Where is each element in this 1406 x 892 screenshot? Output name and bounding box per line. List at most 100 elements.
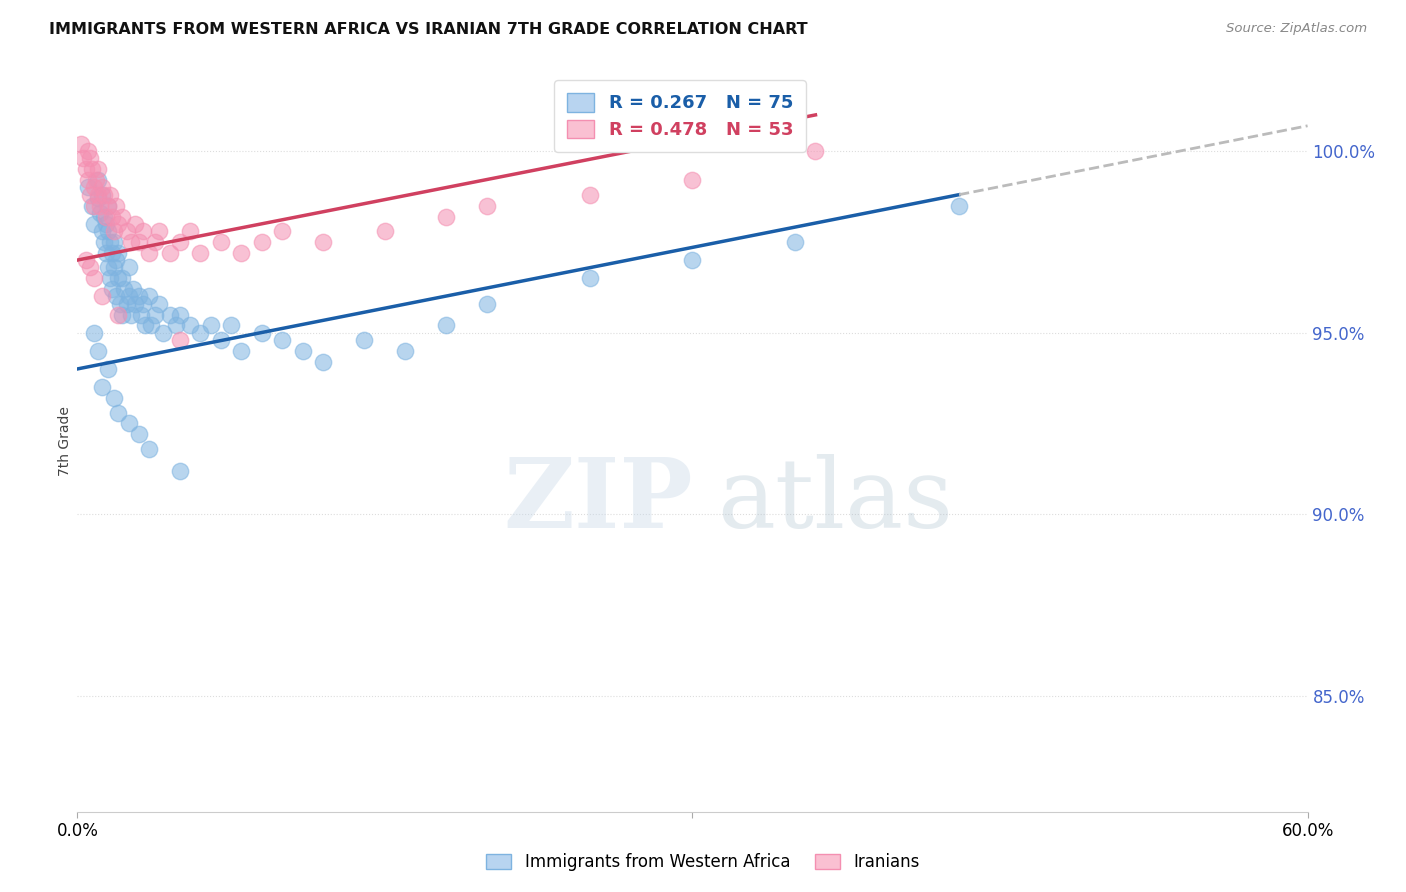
Point xyxy=(209,235,232,249)
Point xyxy=(129,308,152,322)
Point xyxy=(80,162,103,177)
Point xyxy=(148,224,170,238)
Point xyxy=(353,333,375,347)
Point xyxy=(97,199,120,213)
Point xyxy=(107,217,129,231)
Text: ZIP: ZIP xyxy=(503,454,693,548)
Point xyxy=(117,417,139,431)
Point xyxy=(231,245,253,260)
Point xyxy=(98,271,121,285)
Point xyxy=(312,235,335,249)
Point xyxy=(90,187,114,202)
Point xyxy=(394,343,416,358)
Point xyxy=(103,391,125,405)
Point xyxy=(97,260,120,275)
Point xyxy=(94,210,117,224)
Point xyxy=(93,235,115,249)
Point xyxy=(80,199,103,213)
Point xyxy=(120,235,142,249)
Point xyxy=(101,282,124,296)
Point xyxy=(682,173,704,187)
Point xyxy=(132,296,155,310)
Point xyxy=(188,326,212,340)
Point xyxy=(120,308,142,322)
Point xyxy=(111,210,134,224)
Point xyxy=(76,173,98,187)
Point xyxy=(312,354,335,368)
Point xyxy=(101,210,124,224)
Point xyxy=(87,343,110,358)
Point xyxy=(188,245,212,260)
Point xyxy=(111,308,134,322)
Point xyxy=(117,260,139,275)
Point xyxy=(90,224,114,238)
Point xyxy=(83,326,105,340)
Point xyxy=(128,235,150,249)
Point xyxy=(179,224,201,238)
Point xyxy=(117,289,139,303)
Point xyxy=(231,343,253,358)
Point xyxy=(87,173,110,187)
Point xyxy=(134,318,156,333)
Point xyxy=(159,245,181,260)
Point xyxy=(374,224,396,238)
Point xyxy=(948,199,970,213)
Point xyxy=(75,162,97,177)
Point xyxy=(101,245,124,260)
Point xyxy=(87,162,110,177)
Point xyxy=(105,199,128,213)
Point xyxy=(804,145,827,159)
Y-axis label: 7th Grade: 7th Grade xyxy=(58,407,72,476)
Point xyxy=(90,380,114,394)
Point xyxy=(93,187,115,202)
Point xyxy=(83,271,105,285)
Point xyxy=(143,235,166,249)
Point xyxy=(477,199,499,213)
Point xyxy=(79,187,101,202)
Point xyxy=(87,187,110,202)
Point xyxy=(103,260,125,275)
Point xyxy=(84,173,107,187)
Point xyxy=(148,296,170,310)
Point xyxy=(115,296,138,310)
Point xyxy=(97,199,120,213)
Point xyxy=(107,245,129,260)
Point xyxy=(159,308,181,322)
Point xyxy=(165,318,187,333)
Point xyxy=(107,405,129,419)
Point xyxy=(75,253,97,268)
Point xyxy=(83,180,105,194)
Point xyxy=(169,464,191,478)
Point xyxy=(107,271,129,285)
Point xyxy=(115,224,138,238)
Point xyxy=(98,235,121,249)
Point xyxy=(138,442,160,456)
Point xyxy=(291,343,314,358)
Text: IMMIGRANTS FROM WESTERN AFRICA VS IRANIAN 7TH GRADE CORRELATION CHART: IMMIGRANTS FROM WESTERN AFRICA VS IRANIA… xyxy=(49,22,808,37)
Point xyxy=(76,180,98,194)
Point xyxy=(219,318,242,333)
Point xyxy=(124,296,146,310)
Point xyxy=(94,217,117,231)
Point xyxy=(87,191,110,205)
Point xyxy=(79,260,101,275)
Point xyxy=(579,187,602,202)
Point xyxy=(141,318,163,333)
Point xyxy=(169,333,191,347)
Point xyxy=(436,318,458,333)
Point xyxy=(107,308,129,322)
Point xyxy=(90,180,114,194)
Point xyxy=(579,271,602,285)
Point xyxy=(114,282,136,296)
Legend: Immigrants from Western Africa, Iranians: Immigrants from Western Africa, Iranians xyxy=(478,845,928,880)
Point xyxy=(79,152,101,166)
Point xyxy=(169,308,191,322)
Point xyxy=(97,362,120,376)
Point xyxy=(89,206,111,220)
Point xyxy=(477,296,499,310)
Point xyxy=(152,326,174,340)
Point xyxy=(70,136,93,151)
Text: Source: ZipAtlas.com: Source: ZipAtlas.com xyxy=(1226,22,1367,36)
Point xyxy=(111,271,134,285)
Point xyxy=(89,199,111,213)
